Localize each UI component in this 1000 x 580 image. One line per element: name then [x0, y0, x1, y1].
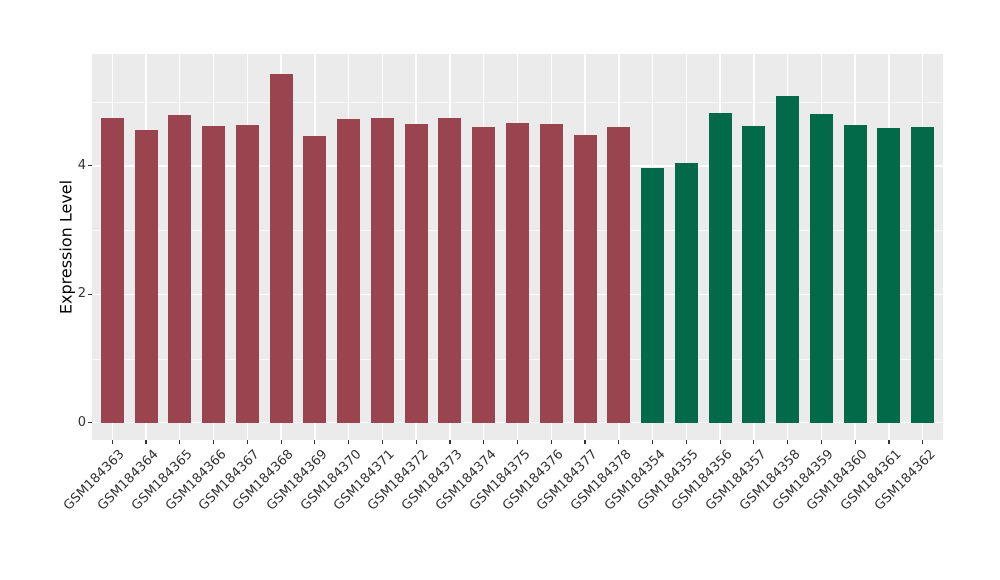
plot-panel [92, 54, 943, 440]
x-tick-mark-GSM184374 [483, 440, 485, 444]
x-tick-mark-GSM184377 [584, 440, 586, 444]
bar-GSM184372 [404, 124, 428, 423]
bar-GSM184364 [134, 129, 158, 423]
x-tick-mark-GSM184367 [246, 440, 248, 444]
x-tick-mark-GSM184359 [820, 440, 823, 444]
bar-GSM184355 [674, 162, 698, 423]
x-tick-mark-GSM184373 [449, 440, 451, 444]
bar-GSM184356 [708, 113, 732, 423]
x-tick-mark-GSM184364 [145, 440, 147, 444]
y-tick-mark-4 [88, 165, 92, 167]
bar-GSM184375 [506, 122, 529, 423]
bar-GSM184363 [100, 118, 124, 423]
bar-GSM184360 [843, 125, 867, 423]
y-tick-label-0: 0 [77, 414, 86, 430]
bar-GSM184362 [911, 127, 935, 423]
bar-GSM184374 [472, 126, 496, 423]
x-tick-mark-GSM184376 [550, 440, 552, 444]
y-tick-label-2: 2 [77, 286, 86, 302]
x-tick-mark-GSM184369 [314, 440, 316, 444]
x-tick-mark-GSM184363 [111, 440, 113, 444]
x-tick-mark-GSM184358 [787, 440, 789, 444]
x-tick-mark-GSM184368 [280, 440, 282, 444]
bar-GSM184368 [269, 74, 293, 423]
bar-GSM184373 [438, 118, 462, 423]
x-tick-mark-GSM184354 [651, 440, 654, 444]
x-tick-mark-GSM184371 [381, 440, 383, 444]
bar-GSM184370 [337, 119, 361, 423]
x-tick-mark-GSM184378 [618, 440, 620, 444]
x-tick-mark-GSM184365 [179, 440, 181, 444]
x-tick-mark-GSM184357 [753, 440, 755, 444]
x-tick-mark-GSM184356 [719, 440, 721, 444]
bar-GSM184357 [742, 126, 766, 423]
bar-GSM184365 [168, 115, 192, 423]
x-tick-mark-GSM184372 [415, 440, 417, 444]
bar-GSM184359 [809, 113, 833, 423]
x-tick-mark-GSM184366 [212, 440, 215, 444]
x-tick-mark-GSM184360 [854, 440, 856, 444]
bar-GSM184377 [573, 135, 597, 423]
y-tick-label-4: 4 [77, 157, 86, 173]
y-tick-mark-0 [88, 422, 92, 424]
x-tick-mark-GSM184361 [888, 440, 890, 444]
bar-GSM184366 [202, 126, 226, 423]
bar-GSM184358 [776, 95, 800, 423]
bar-GSM184376 [539, 123, 563, 423]
bar-GSM184378 [607, 126, 631, 423]
x-tick-mark-GSM184375 [516, 440, 519, 444]
bar-GSM184371 [370, 117, 394, 423]
bar-GSM184369 [303, 135, 327, 423]
bar-GSM184354 [641, 167, 665, 423]
y-tick-mark-2 [88, 293, 92, 295]
x-tick-mark-GSM184362 [922, 440, 924, 444]
bar-GSM184367 [235, 125, 259, 423]
x-tick-mark-GSM184355 [685, 440, 687, 444]
x-tick-mark-GSM184370 [348, 440, 350, 444]
bar-GSM184361 [877, 128, 901, 423]
